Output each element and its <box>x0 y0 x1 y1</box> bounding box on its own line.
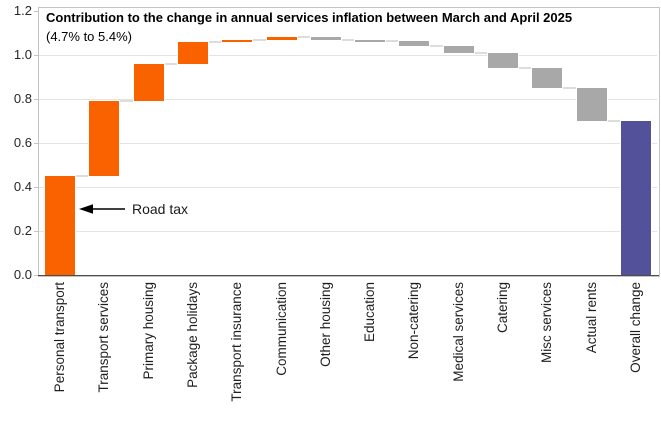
connector <box>429 45 444 48</box>
bar-personal-transport <box>45 176 76 275</box>
y-tick-mark <box>34 55 38 56</box>
x-label-communication: Communication <box>273 282 289 376</box>
y-tick-label: 0.4 <box>13 179 32 194</box>
y-tick-label: 1.0 <box>13 47 32 62</box>
bar-transport-services <box>89 101 120 176</box>
gridline-0.4 <box>39 187 657 188</box>
connector <box>473 51 488 54</box>
x-label-misc-services: Misc services <box>539 282 555 364</box>
bar-other-housing <box>310 37 341 40</box>
x-label-transport-insurance: Transport insurance <box>229 282 245 402</box>
connector <box>252 38 267 41</box>
x-label-medical-services: Medical services <box>450 282 466 382</box>
bar-communication <box>266 37 297 40</box>
x-label-actual-rents: Actual rents <box>583 282 599 354</box>
connector <box>119 100 134 103</box>
connector <box>340 38 356 41</box>
x-label-primary-housing: Primary housing <box>140 282 156 380</box>
y-tick-label: 0.2 <box>13 223 32 238</box>
y-tick-label: 0.8 <box>13 91 32 106</box>
bar-package-holidays <box>178 41 208 64</box>
y-tick-mark <box>34 11 38 12</box>
road-tax-arrow-icon <box>79 204 125 214</box>
chart-header: Contribution to the change in annual ser… <box>46 10 652 44</box>
bar-primary-housing <box>133 63 164 102</box>
bar-catering <box>488 52 518 69</box>
y-tick-mark <box>34 143 38 144</box>
y-tick-mark <box>34 231 38 232</box>
x-label-education: Education <box>362 282 378 343</box>
road-tax-annotation: Road tax <box>132 201 189 217</box>
gridline-0.6 <box>39 143 657 144</box>
connector <box>562 87 577 89</box>
x-axis-line <box>38 275 659 276</box>
gridline-1.0 <box>39 55 657 56</box>
y-tick-mark <box>34 187 38 188</box>
x-label-catering: Catering <box>495 282 510 334</box>
connector <box>163 62 178 65</box>
bar-transport-insurance <box>222 39 253 42</box>
connector <box>296 36 311 39</box>
x-label-other-housing: Other housing <box>317 282 333 367</box>
plot-frame <box>38 7 660 277</box>
connector <box>385 39 400 42</box>
bar-actual-rents <box>576 88 607 121</box>
bar-medical-services <box>443 46 474 53</box>
y-tick-mark <box>34 99 38 100</box>
x-label-transport-services: Transport services <box>96 282 112 393</box>
chart-title: Contribution to the change in annual ser… <box>46 10 573 25</box>
x-label-package-holidays: Package holidays <box>185 282 200 388</box>
y-tick-label: 0.0 <box>13 267 32 282</box>
bar-non-catering <box>399 40 430 47</box>
connector <box>606 120 621 122</box>
x-label-personal-transport: Personal transport <box>52 282 68 393</box>
gridline-0.8 <box>39 99 657 100</box>
bar-misc-services <box>532 68 563 88</box>
bar-overall-change <box>620 121 651 275</box>
chart-subtitle: (4.7% to 5.4%) <box>46 29 132 44</box>
connector <box>208 40 223 43</box>
bar-education <box>355 39 386 42</box>
gridline-0.2 <box>39 231 657 232</box>
connector <box>75 175 90 177</box>
y-tick-label: 0.6 <box>13 135 32 150</box>
y-tick-label: 1.2 <box>13 3 32 18</box>
x-label-overall-change: Overall change <box>627 282 643 373</box>
y-tick-mark <box>34 275 38 276</box>
connector <box>518 67 533 70</box>
x-label-non-catering: Non-catering <box>406 282 422 360</box>
